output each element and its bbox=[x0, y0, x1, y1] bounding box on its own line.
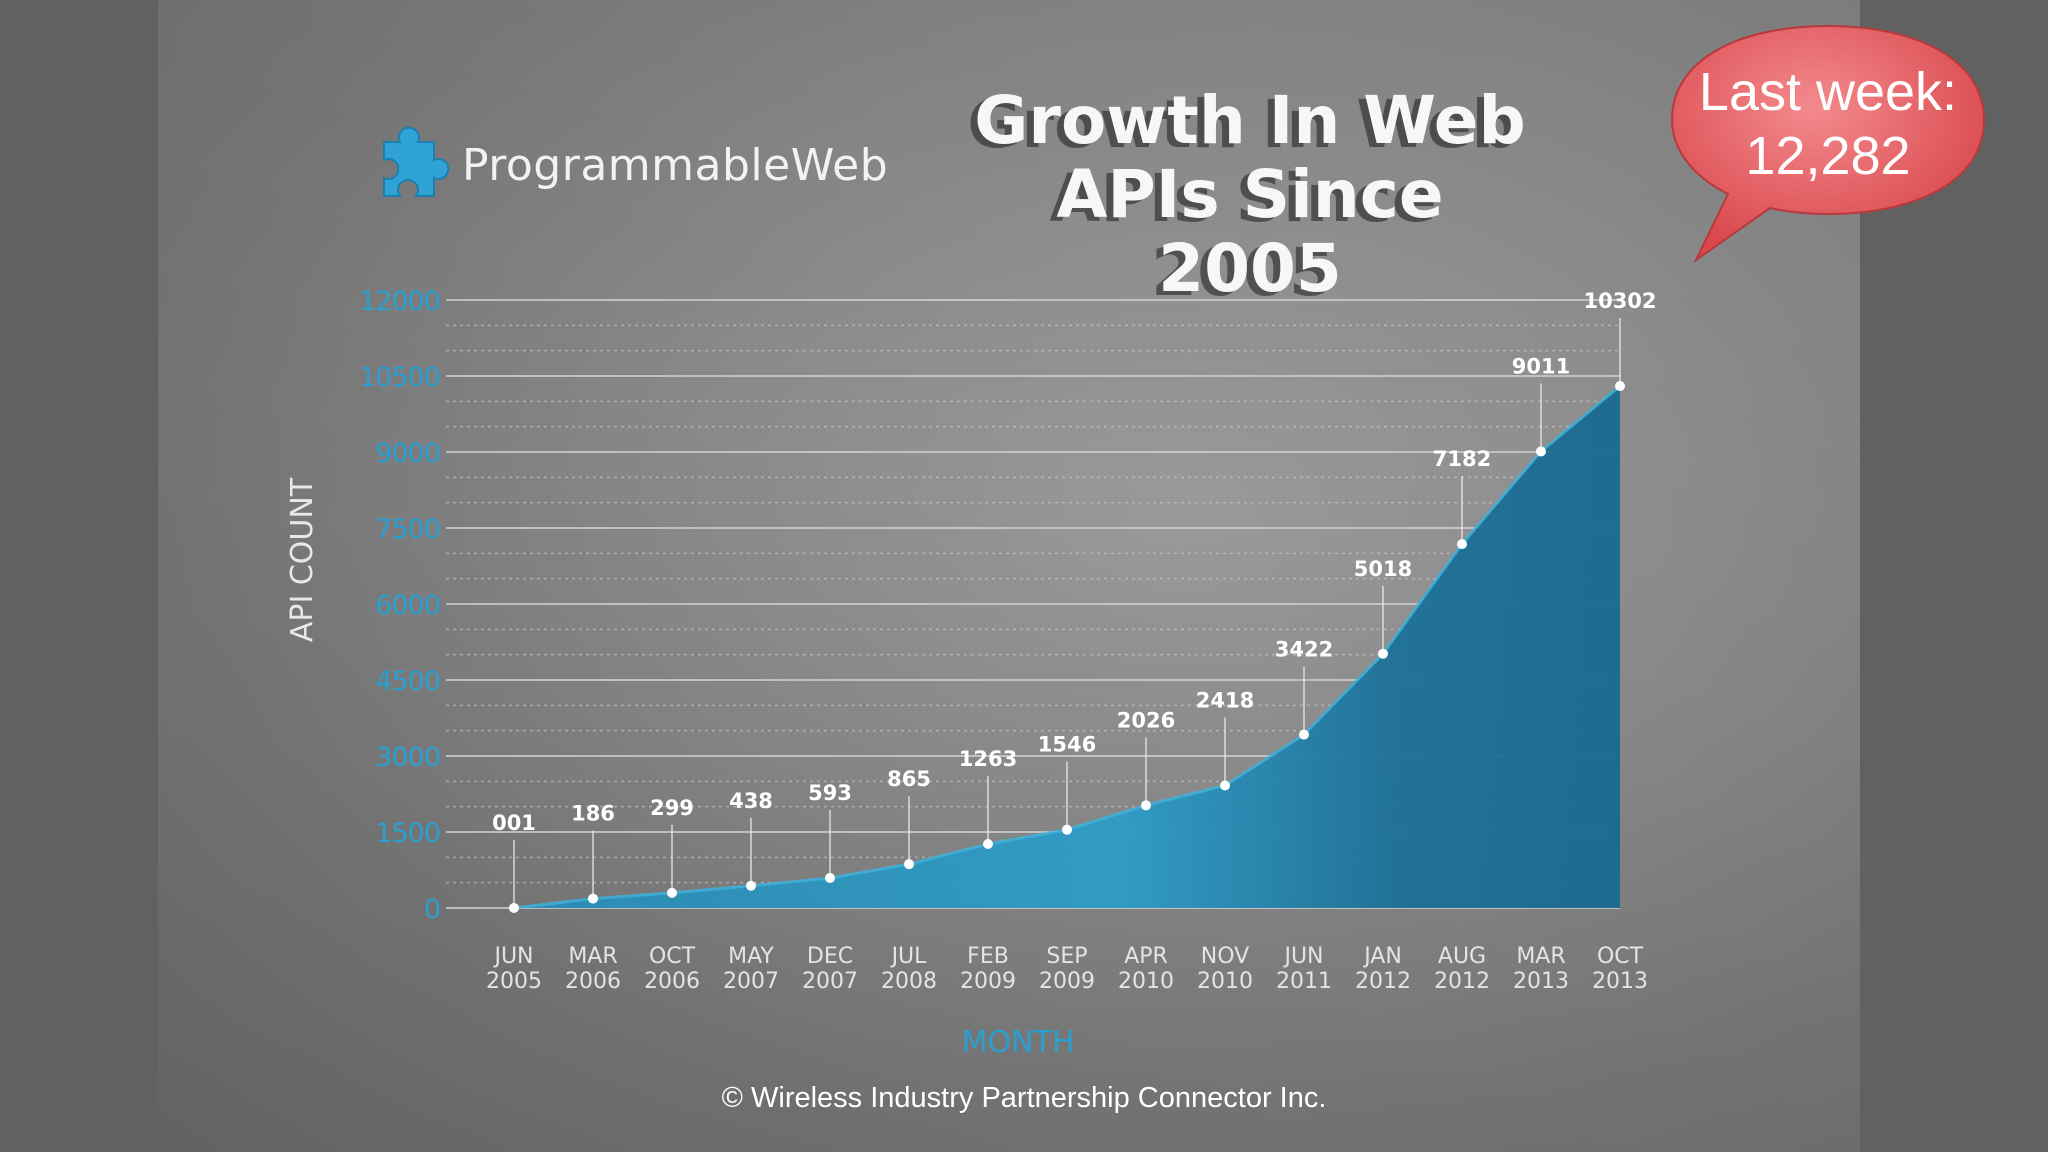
speech-bubble bbox=[1670, 24, 1986, 264]
x-tick-label-month: SEP bbox=[1046, 944, 1087, 969]
data-point bbox=[825, 872, 835, 883]
data-label: 593 bbox=[808, 781, 852, 805]
y-tick-label: 6000 bbox=[375, 590, 440, 621]
y-tick-label: 7500 bbox=[375, 514, 440, 545]
data-label: 9011 bbox=[1512, 354, 1570, 378]
x-tick-label-year: 2012 bbox=[1434, 969, 1490, 994]
data-point bbox=[1220, 780, 1230, 791]
x-tick-label-month: JUL bbox=[890, 944, 928, 969]
chart-title-line-1: Growth In Web bbox=[974, 82, 1526, 159]
speech-bubble-text: Last week: 12,282 bbox=[1668, 60, 1988, 188]
data-point bbox=[1299, 729, 1309, 740]
y-tick-label: 0 bbox=[424, 894, 440, 925]
x-tick-label-month: JUN bbox=[492, 944, 533, 969]
x-tick-label-year: 2009 bbox=[960, 969, 1016, 994]
data-point bbox=[983, 839, 993, 850]
x-tick-label-month: DEC bbox=[807, 944, 853, 969]
y-tick-label: 9000 bbox=[375, 438, 440, 469]
data-label: 10302 bbox=[1583, 289, 1656, 313]
x-tick-label-month: FEB bbox=[967, 944, 1009, 969]
y-axis-label: API COUNT bbox=[285, 477, 320, 642]
data-label: 001 bbox=[492, 811, 536, 835]
data-point bbox=[1378, 648, 1388, 659]
x-tick-label-month: OCT bbox=[649, 944, 696, 969]
logo-text: ProgrammableWeb bbox=[462, 140, 889, 191]
x-tick-label-year: 2006 bbox=[565, 969, 621, 994]
x-tick-label-year: 2007 bbox=[802, 969, 858, 994]
x-tick-label-month: APR bbox=[1124, 944, 1168, 969]
chart-title: Growth In Web APIs Since 2005 bbox=[960, 84, 1540, 306]
x-tick-label-year: 2013 bbox=[1513, 969, 1569, 994]
data-point bbox=[746, 880, 756, 891]
x-tick-label-month: JUN bbox=[1282, 944, 1323, 969]
chart-title-line-2: APIs Since 2005 bbox=[1056, 156, 1444, 307]
data-label: 2418 bbox=[1196, 688, 1254, 712]
data-point bbox=[904, 859, 914, 870]
data-label: 865 bbox=[887, 767, 931, 791]
x-tick-label-month: MAR bbox=[1516, 944, 1565, 969]
x-tick-label-year: 2010 bbox=[1197, 969, 1253, 994]
x-tick-label-month: JAN bbox=[1362, 944, 1402, 969]
data-label: 1263 bbox=[959, 747, 1017, 771]
x-tick-label-month: AUG bbox=[1438, 944, 1486, 969]
x-tick-label-year: 2005 bbox=[486, 969, 542, 994]
data-point bbox=[1615, 381, 1625, 392]
y-axis: 0 1500 3000 4500 6000 7500 9000 10500 12000 bbox=[359, 286, 441, 925]
y-tick-label: 1500 bbox=[375, 818, 440, 849]
y-tick-label: 4500 bbox=[375, 666, 440, 697]
data-point bbox=[509, 902, 519, 913]
data-point bbox=[667, 887, 677, 898]
data-label: 438 bbox=[729, 789, 773, 813]
data-label: 1546 bbox=[1038, 733, 1096, 757]
x-tick-label-year: 2007 bbox=[723, 969, 779, 994]
x-tick-label-month: MAR bbox=[568, 944, 617, 969]
x-axis-label: MONTH bbox=[962, 1025, 1075, 1060]
x-tick-label-year: 2009 bbox=[1039, 969, 1095, 994]
data-point bbox=[1536, 446, 1546, 457]
bubble-line-2: 12,282 bbox=[1745, 126, 1911, 186]
data-label: 5018 bbox=[1354, 557, 1412, 581]
x-tick-label-year: 2012 bbox=[1355, 969, 1411, 994]
y-tick-label: 3000 bbox=[375, 742, 440, 773]
x-axis: JUN2005MAR2006OCT2006MAY2007DEC2007JUL20… bbox=[486, 944, 1648, 994]
data-label: 3422 bbox=[1275, 638, 1333, 662]
x-tick-label-month: MAY bbox=[728, 944, 774, 969]
data-label: 299 bbox=[650, 796, 694, 820]
data-point bbox=[1062, 824, 1072, 835]
data-marks: 001 186 299 438 593 865 1263 1546 2026 2418 3422 50… bbox=[492, 289, 1657, 913]
x-tick-label-year: 2011 bbox=[1276, 969, 1332, 994]
data-label: 186 bbox=[571, 802, 615, 826]
x-tick-label-year: 2013 bbox=[1592, 969, 1648, 994]
x-tick-label-month: NOV bbox=[1201, 944, 1249, 969]
data-point bbox=[588, 893, 598, 904]
x-tick-label-year: 2008 bbox=[881, 969, 937, 994]
y-tick-label: 12000 bbox=[359, 286, 440, 317]
y-tick-label: 10500 bbox=[359, 362, 440, 393]
area-fill bbox=[514, 386, 1620, 909]
copyright-text: © Wireless Industry Partnership Connecto… bbox=[721, 1082, 1327, 1114]
data-point bbox=[1141, 800, 1151, 811]
x-tick-label-month: OCT bbox=[1597, 944, 1644, 969]
data-point bbox=[1457, 539, 1467, 550]
data-label: 7182 bbox=[1433, 447, 1491, 471]
x-tick-label-year: 2010 bbox=[1118, 969, 1174, 994]
bubble-line-1: Last week: bbox=[1698, 62, 1958, 122]
x-tick-label-year: 2006 bbox=[644, 969, 700, 994]
data-label: 2026 bbox=[1117, 708, 1175, 732]
puzzle-piece-icon bbox=[383, 126, 450, 197]
